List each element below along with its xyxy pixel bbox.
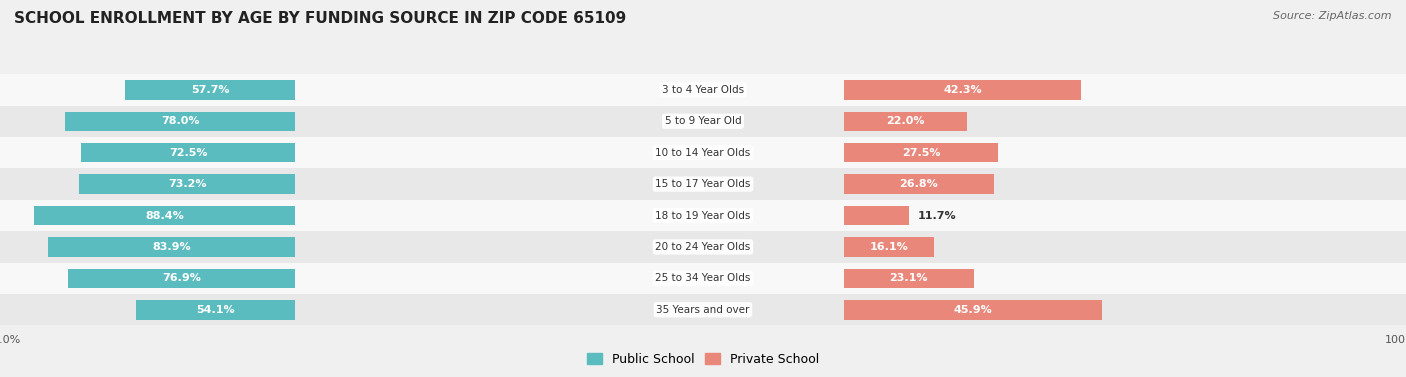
Bar xyxy=(0,74,1406,106)
Text: 27.5%: 27.5% xyxy=(901,148,941,158)
Bar xyxy=(844,300,1102,320)
Bar xyxy=(0,74,1406,106)
Bar xyxy=(0,137,1406,169)
Bar xyxy=(0,169,1406,200)
Bar xyxy=(135,300,295,320)
Bar xyxy=(0,169,1406,200)
Bar xyxy=(844,143,998,162)
Bar xyxy=(125,80,295,100)
Bar xyxy=(0,294,1406,325)
Bar xyxy=(844,237,934,257)
Bar xyxy=(0,106,1406,137)
Text: 20 to 24 Year Olds: 20 to 24 Year Olds xyxy=(655,242,751,252)
Text: 5 to 9 Year Old: 5 to 9 Year Old xyxy=(665,116,741,126)
Text: 22.0%: 22.0% xyxy=(886,116,925,126)
Bar xyxy=(0,137,1406,169)
Text: 15 to 17 Year Olds: 15 to 17 Year Olds xyxy=(655,179,751,189)
Text: 72.5%: 72.5% xyxy=(169,148,208,158)
Bar xyxy=(0,263,1406,294)
Bar xyxy=(0,231,1406,263)
Text: SCHOOL ENROLLMENT BY AGE BY FUNDING SOURCE IN ZIP CODE 65109: SCHOOL ENROLLMENT BY AGE BY FUNDING SOUR… xyxy=(14,11,626,26)
Text: 25 to 34 Year Olds: 25 to 34 Year Olds xyxy=(655,273,751,284)
Text: 76.9%: 76.9% xyxy=(162,273,201,284)
Bar xyxy=(844,112,967,131)
Text: 23.1%: 23.1% xyxy=(890,273,928,284)
Text: 3 to 4 Year Olds: 3 to 4 Year Olds xyxy=(662,85,744,95)
Bar xyxy=(844,80,1081,100)
Text: 11.7%: 11.7% xyxy=(918,210,956,221)
Bar xyxy=(34,206,295,225)
Text: Source: ZipAtlas.com: Source: ZipAtlas.com xyxy=(1274,11,1392,21)
Bar xyxy=(0,200,1406,231)
Text: 42.3%: 42.3% xyxy=(943,85,981,95)
Bar xyxy=(82,143,295,162)
Text: 73.2%: 73.2% xyxy=(167,179,207,189)
Text: 16.1%: 16.1% xyxy=(869,242,908,252)
Bar xyxy=(0,200,1406,231)
Bar xyxy=(0,231,1406,263)
Text: 88.4%: 88.4% xyxy=(145,210,184,221)
Bar xyxy=(844,268,973,288)
Text: 83.9%: 83.9% xyxy=(152,242,191,252)
Bar xyxy=(0,137,1406,169)
Bar xyxy=(0,106,1406,137)
Bar xyxy=(79,174,295,194)
Text: 26.8%: 26.8% xyxy=(900,179,938,189)
Bar xyxy=(0,169,1406,200)
Bar xyxy=(0,263,1406,294)
Bar xyxy=(69,268,295,288)
Legend: Public School, Private School: Public School, Private School xyxy=(582,348,824,371)
Text: 78.0%: 78.0% xyxy=(160,116,200,126)
Bar xyxy=(0,106,1406,137)
Bar xyxy=(844,206,910,225)
Bar xyxy=(0,200,1406,231)
Text: 10 to 14 Year Olds: 10 to 14 Year Olds xyxy=(655,148,751,158)
Bar xyxy=(0,263,1406,294)
Bar xyxy=(0,231,1406,263)
Text: 57.7%: 57.7% xyxy=(191,85,229,95)
Text: 35 Years and over: 35 Years and over xyxy=(657,305,749,315)
Bar xyxy=(844,174,994,194)
Bar xyxy=(65,112,295,131)
Text: 54.1%: 54.1% xyxy=(195,305,235,315)
Text: 18 to 19 Year Olds: 18 to 19 Year Olds xyxy=(655,210,751,221)
Text: 45.9%: 45.9% xyxy=(953,305,993,315)
Bar xyxy=(0,294,1406,325)
Bar xyxy=(48,237,295,257)
Bar xyxy=(0,74,1406,106)
Bar xyxy=(0,294,1406,325)
